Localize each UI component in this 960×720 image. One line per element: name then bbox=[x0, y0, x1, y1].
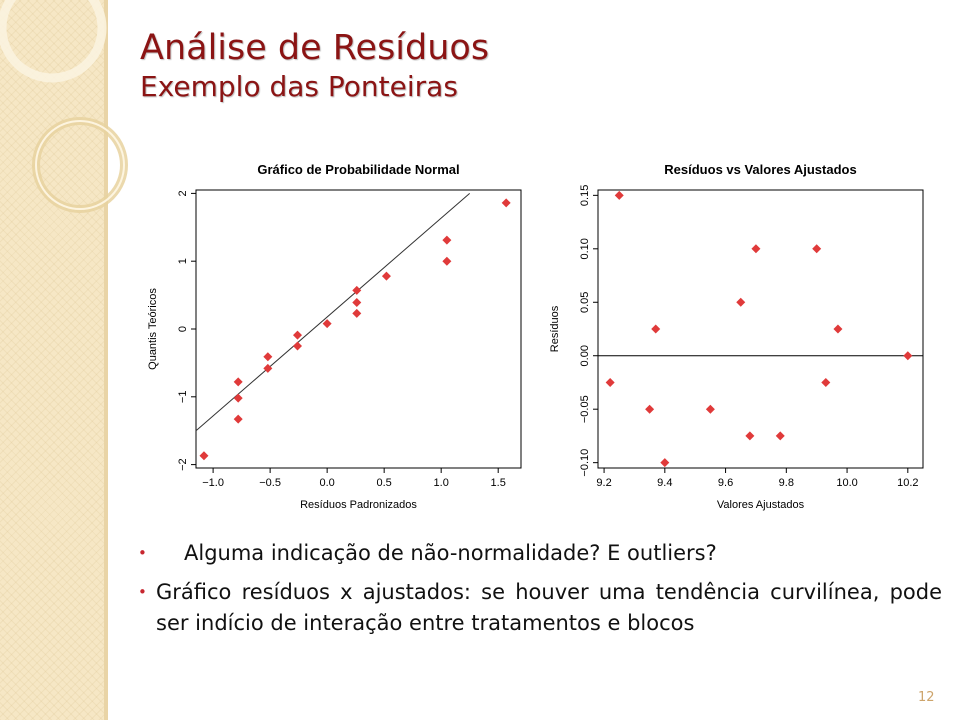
data-point bbox=[442, 256, 452, 266]
data-point bbox=[233, 414, 243, 424]
y-tick-label: 0.00 bbox=[579, 345, 591, 366]
data-point bbox=[501, 198, 511, 208]
slide-title: Análise de Resíduos bbox=[140, 28, 490, 68]
data-point bbox=[751, 244, 761, 254]
data-point bbox=[292, 341, 302, 351]
chart-title: Gráfico de Probabilidade Normal bbox=[257, 162, 459, 177]
slide-subtitle: Exemplo das Ponteiras bbox=[140, 70, 458, 103]
y-axis-label: Resíduos bbox=[549, 305, 561, 352]
data-point bbox=[821, 377, 831, 387]
x-tick-label: 1.5 bbox=[491, 477, 506, 489]
y-tick-label: 0.15 bbox=[579, 185, 591, 206]
data-point bbox=[233, 377, 243, 387]
data-point bbox=[322, 319, 332, 329]
x-tick-label: 10.0 bbox=[836, 477, 857, 489]
x-tick-label: 1.0 bbox=[434, 477, 449, 489]
data-point bbox=[660, 458, 670, 468]
data-point bbox=[745, 431, 755, 441]
bullet-icon: • bbox=[138, 544, 147, 562]
y-axis-label: Quantis Teóricos bbox=[147, 288, 159, 370]
data-point bbox=[381, 271, 391, 281]
data-point bbox=[645, 404, 655, 414]
data-point bbox=[812, 244, 822, 254]
x-tick-label: −0.5 bbox=[259, 477, 281, 489]
y-tick-label: 2 bbox=[177, 190, 189, 196]
page-number: 12 bbox=[918, 690, 935, 705]
x-tick-label: 0.0 bbox=[319, 477, 334, 489]
data-point bbox=[352, 308, 362, 318]
data-point bbox=[263, 363, 273, 373]
data-point bbox=[705, 404, 715, 414]
bullet-icon: • bbox=[138, 583, 147, 601]
data-point bbox=[651, 324, 661, 334]
chart-title: Resíduos vs Valores Ajustados bbox=[664, 162, 856, 177]
sidebar-edge bbox=[104, 0, 108, 720]
bullet-item: • Gráfico resíduos x ajustados: se houve… bbox=[136, 577, 942, 639]
residuals-vs-fitted-plot: Resíduos vs Valores Ajustados 9.2 9.4 9.6 9… bbox=[549, 162, 924, 511]
reference-line bbox=[195, 193, 471, 432]
data-point bbox=[199, 451, 209, 461]
data-point bbox=[352, 298, 362, 308]
data-point bbox=[233, 393, 243, 403]
x-tick-label: 9.6 bbox=[718, 477, 733, 489]
data-point bbox=[352, 285, 362, 295]
data-point bbox=[903, 351, 913, 361]
title-block: Análise de Resíduos Exemplo das Ponteira… bbox=[140, 28, 489, 104]
data-point bbox=[605, 377, 615, 387]
data-point bbox=[614, 190, 624, 200]
x-tick-label: 9.2 bbox=[596, 477, 611, 489]
data-point bbox=[442, 235, 452, 245]
bullet-text: Alguma indicação de não-normalidade? E o… bbox=[184, 541, 717, 565]
x-tick-label: 0.5 bbox=[377, 477, 392, 489]
x-tick-label: 9.4 bbox=[657, 477, 672, 489]
data-point bbox=[263, 352, 273, 362]
plot-frame bbox=[195, 189, 522, 469]
y-tick-label: −1 bbox=[177, 391, 189, 404]
x-axis-label: Valores Ajustados bbox=[717, 499, 805, 511]
data-point bbox=[292, 330, 302, 340]
bullet-text: Gráfico resíduos x ajustados: se houver … bbox=[156, 580, 942, 635]
plot-frame bbox=[597, 189, 924, 469]
x-axis-label: Resíduos Padronizados bbox=[300, 499, 417, 511]
normal-probability-plot: Gráfico de Probabilidade Normal −1.0 −0.5… bbox=[147, 162, 522, 511]
y-tick-label: −2 bbox=[177, 458, 189, 471]
x-tick-label: 9.8 bbox=[779, 477, 794, 489]
bullet-list: • Alguma indicação de não-normalidade? E… bbox=[136, 538, 942, 639]
x-tick-label: 10.2 bbox=[897, 477, 918, 489]
y-tick-label: −0.10 bbox=[579, 449, 591, 477]
data-point bbox=[775, 431, 785, 441]
x-tick-label: −1.0 bbox=[202, 477, 224, 489]
data-point bbox=[736, 297, 746, 307]
y-tick-label: −0.05 bbox=[579, 395, 591, 423]
y-tick-label: 1 bbox=[177, 258, 189, 264]
y-tick-label: 0 bbox=[177, 326, 189, 332]
data-point bbox=[833, 324, 843, 334]
decorative-rings bbox=[0, 0, 128, 213]
bullet-item: • Alguma indicação de não-normalidade? E… bbox=[136, 538, 942, 569]
y-tick-label: 0.10 bbox=[579, 238, 591, 259]
y-tick-label: 0.05 bbox=[579, 292, 591, 313]
